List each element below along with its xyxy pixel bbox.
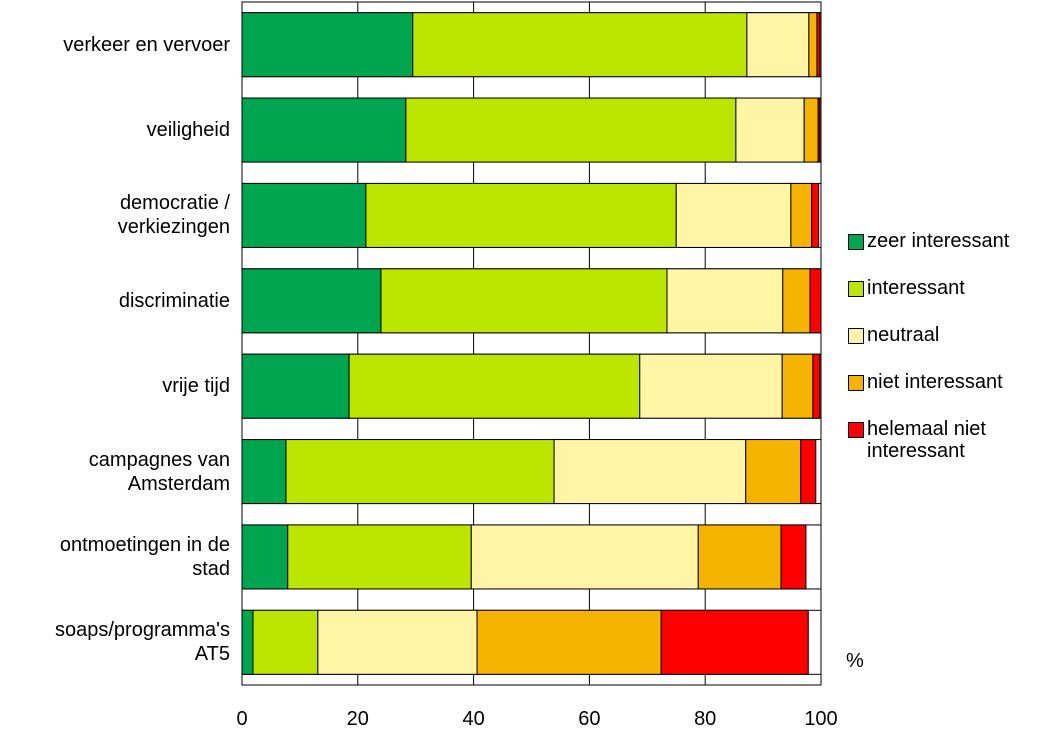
bar-segment xyxy=(811,182,820,248)
bar-segment xyxy=(241,524,289,590)
bar-segment xyxy=(675,182,792,248)
bar-segment xyxy=(639,353,783,419)
bar-segment xyxy=(287,524,472,590)
bar-segment xyxy=(803,97,819,163)
category-label: discriminatie xyxy=(118,289,230,312)
bar-segment xyxy=(746,12,810,78)
bar-segment xyxy=(553,439,747,505)
legend-label: interessant xyxy=(867,277,965,299)
legend-item: neutraal xyxy=(848,324,1057,346)
x-tick-label: 0 xyxy=(236,708,247,729)
bar-segment xyxy=(781,353,814,419)
legend-swatch xyxy=(848,234,864,250)
category-label: veiligheid xyxy=(146,119,230,142)
x-tick-label: 20 xyxy=(347,708,369,729)
bar-segment xyxy=(380,268,668,334)
x-tick-label: 100 xyxy=(804,708,837,729)
bar-segment xyxy=(816,12,821,78)
legend-item: zeer interessant xyxy=(848,230,1057,252)
legend-item: helemaal niet interessant xyxy=(848,418,1057,462)
bar-segment xyxy=(800,439,817,505)
bar-segment xyxy=(405,97,737,163)
bar-segment xyxy=(241,353,350,419)
bar-segment xyxy=(745,439,802,505)
bar-segment xyxy=(808,12,818,78)
bar-segment xyxy=(780,524,807,590)
bar-segment xyxy=(782,268,811,334)
legend-swatch xyxy=(848,422,864,438)
bar-segment xyxy=(470,524,699,590)
unit-label: % xyxy=(846,650,864,672)
category-label: ontmoetingen in de stad xyxy=(59,533,230,580)
bar-segment xyxy=(660,609,809,675)
category-label: democratie / verkiezingen xyxy=(117,192,230,239)
x-tick-label: 40 xyxy=(462,708,484,729)
legend-label: niet interessant xyxy=(867,371,1003,393)
bar-segment xyxy=(241,182,367,248)
x-tick-label: 60 xyxy=(578,708,600,729)
bar-segment xyxy=(790,182,813,248)
bar-segment xyxy=(285,439,555,505)
legend-item: interessant xyxy=(848,277,1057,299)
legend-label: neutraal xyxy=(867,324,940,346)
category-label: verkeer en vervoer xyxy=(63,33,230,56)
legend-swatch xyxy=(848,328,864,344)
legend-swatch xyxy=(848,281,864,297)
bar-segment xyxy=(697,524,782,590)
bar-segment xyxy=(666,268,784,334)
bar-segment xyxy=(252,609,319,675)
bar-segment xyxy=(412,12,748,78)
bar-segment xyxy=(348,353,641,419)
legend-swatch xyxy=(848,375,864,391)
x-tick-label: 80 xyxy=(694,708,716,729)
category-label: campagnes van Amsterdam xyxy=(88,448,230,495)
category-label: vrije tijd xyxy=(162,375,230,398)
bar-segment xyxy=(817,97,821,163)
bar-segment xyxy=(476,609,662,675)
bar-segment xyxy=(241,268,382,334)
bar-segment xyxy=(317,609,478,675)
legend-label: helemaal niet interessant xyxy=(867,418,986,462)
bar-segment xyxy=(812,353,821,419)
bar-segment xyxy=(241,609,254,675)
legend-label: zeer interessant xyxy=(867,230,1010,252)
bar-segment xyxy=(241,97,407,163)
bar-segment xyxy=(365,182,677,248)
category-label: soaps/programma's AT5 xyxy=(55,619,230,666)
legend-item: niet interessant xyxy=(848,371,1057,393)
bar-segment xyxy=(241,439,287,505)
bar-segment xyxy=(241,12,414,78)
bar-segment xyxy=(735,97,805,163)
bar-segment xyxy=(809,268,822,334)
